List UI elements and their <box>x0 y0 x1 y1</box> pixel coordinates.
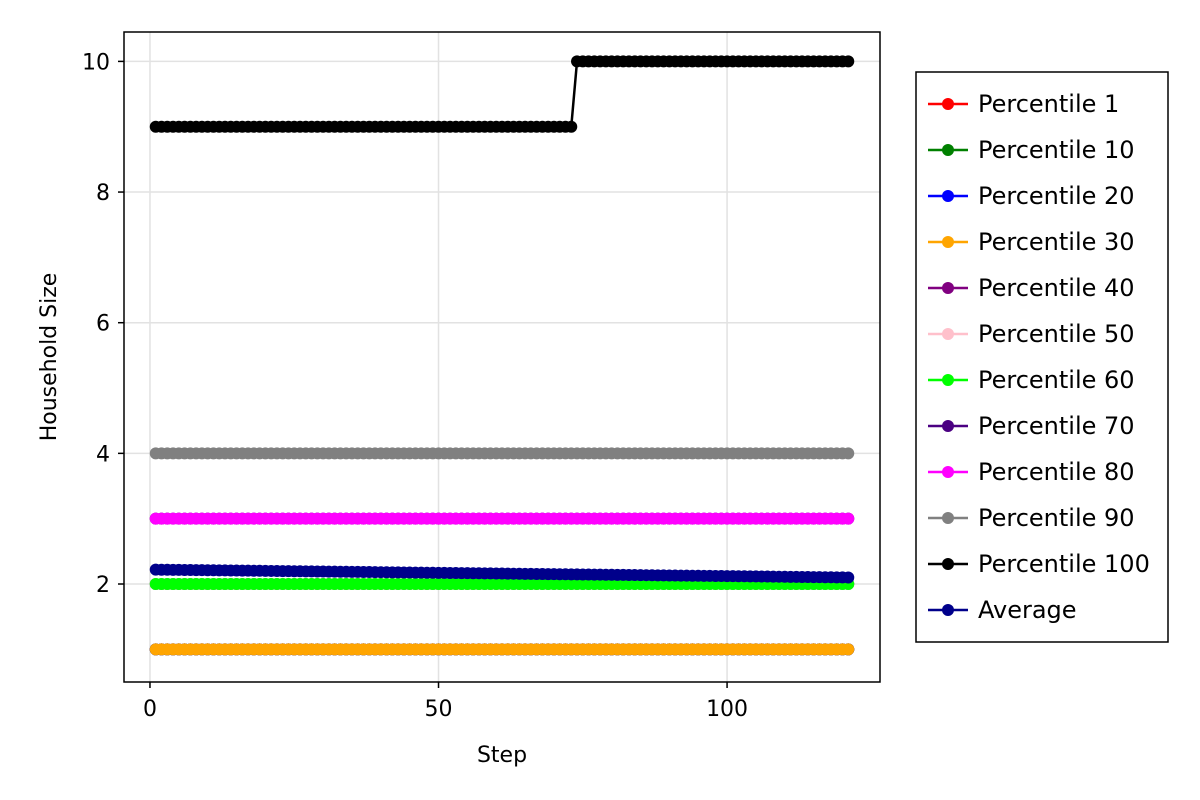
legend-item: Percentile 60 <box>928 366 1135 394</box>
legend-item: Percentile 40 <box>928 274 1135 302</box>
x-tick-label: 100 <box>706 697 748 722</box>
data-point <box>842 571 855 584</box>
legend-label: Percentile 20 <box>978 182 1135 210</box>
legend-marker <box>942 512 954 524</box>
legend-marker <box>942 466 954 478</box>
legend-marker <box>942 98 954 110</box>
y-tick-label: 8 <box>96 181 110 206</box>
y-tick-label: 6 <box>96 312 110 337</box>
series-percentile-80 <box>149 512 855 525</box>
legend-item: Percentile 70 <box>928 412 1135 440</box>
data-point <box>842 447 855 460</box>
x-tick-label: 0 <box>143 697 157 722</box>
legend-label: Percentile 50 <box>978 320 1135 348</box>
data-point <box>842 643 855 656</box>
legend-item: Percentile 100 <box>928 550 1150 578</box>
legend-label: Percentile 80 <box>978 458 1135 486</box>
data-point <box>842 55 855 68</box>
legend-marker <box>942 282 954 294</box>
legend-item: Percentile 20 <box>928 182 1135 210</box>
legend-item: Average <box>928 596 1077 624</box>
legend-item: Percentile 50 <box>928 320 1135 348</box>
series-average <box>149 563 855 584</box>
legend-label: Percentile 40 <box>978 274 1135 302</box>
legend-label: Average <box>978 596 1077 624</box>
y-tick-label: 2 <box>96 573 110 598</box>
series-line <box>155 60 849 128</box>
data-point <box>842 512 855 525</box>
legend-marker <box>942 604 954 616</box>
legend-item: Percentile 80 <box>928 458 1135 486</box>
legend-marker <box>942 558 954 570</box>
data-point <box>565 120 578 133</box>
x-axis-label: Step <box>477 743 527 768</box>
legend-label: Percentile 60 <box>978 366 1135 394</box>
legend-item: Percentile 30 <box>928 228 1135 256</box>
legend-item: Percentile 10 <box>928 136 1135 164</box>
legend-label: Percentile 100 <box>978 550 1150 578</box>
legend-box <box>915 71 1169 643</box>
legend-label: Percentile 1 <box>978 90 1119 118</box>
tick-layer: 0 50 100 2 4 6 8 10 <box>82 50 748 722</box>
legend: Percentile 1 Percentile 10 Percentile 20 Pe… <box>915 71 1169 643</box>
y-axis-label: Household Size <box>37 273 62 442</box>
plot-frame <box>123 31 881 683</box>
legend-label: Percentile 70 <box>978 412 1135 440</box>
legend-marker <box>942 144 954 156</box>
legend-item: Percentile 90 <box>928 504 1135 532</box>
legend-marker <box>942 374 954 386</box>
y-tick-label: 4 <box>96 442 110 467</box>
series-percentile-90 <box>149 447 855 460</box>
legend-label: Percentile 30 <box>978 228 1135 256</box>
legend-label: Percentile 10 <box>978 136 1135 164</box>
y-tick-label: 10 <box>82 50 110 75</box>
legend-marker <box>942 190 954 202</box>
series-percentile-100 <box>149 55 855 133</box>
legend-marker <box>942 420 954 432</box>
series-percentile-30 <box>149 643 855 656</box>
legend-marker <box>942 236 954 248</box>
x-tick-label: 50 <box>425 697 453 722</box>
series-layer <box>149 55 855 656</box>
legend-label: Percentile 90 <box>978 504 1135 532</box>
legend-marker <box>942 328 954 340</box>
legend-item: Percentile 1 <box>928 90 1119 118</box>
